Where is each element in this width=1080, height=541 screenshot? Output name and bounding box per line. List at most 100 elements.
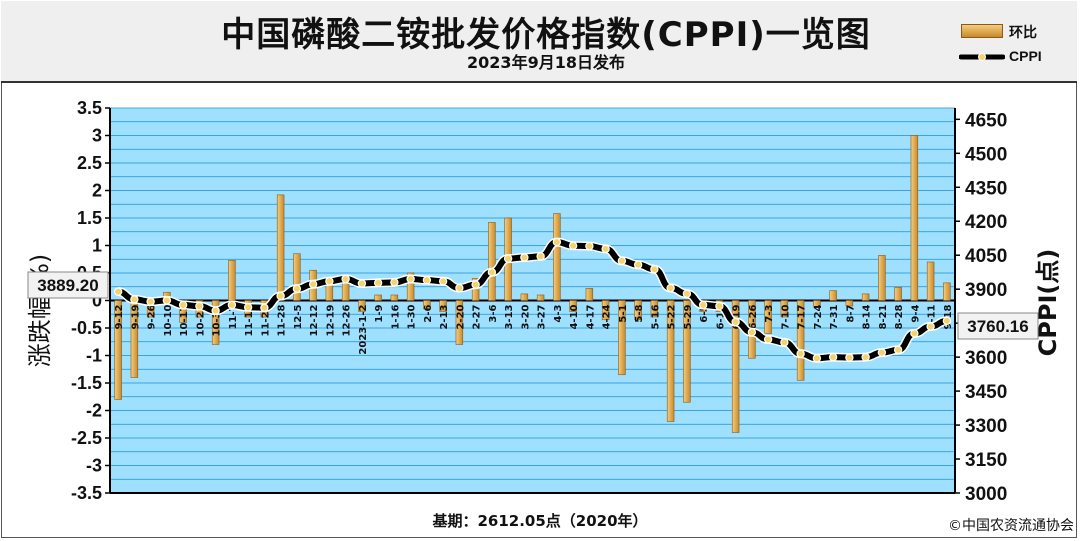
cppi-point — [682, 289, 692, 298]
right-tick-label: 3600 — [965, 348, 1007, 369]
cppi-point — [910, 329, 919, 338]
left-tick-label: 0 — [92, 291, 102, 311]
legend-item-bar: 环比 — [959, 21, 1077, 41]
cppi-point — [828, 352, 838, 362]
category-label: 6-26 — [748, 304, 759, 329]
category-label: 6-19 — [732, 304, 743, 329]
cppi-point — [942, 316, 952, 326]
left-tick-label: 3 — [92, 126, 102, 146]
category-label: 11-14 — [244, 304, 255, 336]
category-label: 10-10 — [163, 304, 174, 336]
right-tick-label: 3900 — [965, 280, 1007, 301]
left-tick-label: -1 — [86, 346, 102, 366]
left-tick-label: -2 — [86, 401, 102, 421]
bar — [423, 300, 431, 310]
legend-line-swatch — [959, 53, 1005, 61]
category-label: 4-17 — [585, 304, 596, 329]
header-band: 中国磷酸二铵批发价格指数(CPPI)一览图 2023年9月18日发布 环比 CP… — [1, 1, 1077, 83]
right-tick-label: 4500 — [965, 144, 1007, 165]
cppi-point — [633, 260, 643, 269]
bar — [796, 300, 805, 381]
annotation-box — [27, 271, 109, 299]
category-label: 1-30 — [407, 304, 418, 329]
bar — [943, 282, 951, 301]
category-label: 12-5 — [293, 304, 304, 329]
bar — [813, 300, 821, 308]
category-label: 12-26 — [342, 304, 353, 336]
cppi-point — [877, 348, 887, 357]
annotation-text: 3760.16 — [967, 317, 1028, 336]
category-label: 7-3 — [764, 304, 775, 322]
category-label: 5-22 — [667, 304, 678, 329]
category-label: 5-29 — [683, 304, 694, 329]
bar — [829, 290, 837, 301]
cppi-point — [455, 283, 464, 293]
category-label: 1-9 — [374, 304, 385, 322]
cppi-markers — [113, 237, 952, 363]
cppi-point — [503, 254, 513, 263]
bar — [293, 253, 301, 301]
category-label: 2-20 — [455, 304, 466, 329]
cppi-point — [731, 317, 740, 327]
cppi-point — [893, 345, 903, 355]
category-label: 2-6 — [423, 304, 434, 322]
bar — [455, 300, 464, 345]
cppi-point — [390, 278, 399, 287]
category-label: 10-31 — [212, 304, 223, 336]
bar — [731, 300, 740, 433]
bar — [585, 288, 594, 301]
category-label: 3-20 — [520, 304, 531, 329]
cppi-point — [812, 354, 822, 363]
left-tick-label: -0.5 — [71, 318, 102, 338]
cppi-point — [617, 256, 627, 266]
bar — [390, 294, 399, 301]
category-label: 5-8 — [634, 304, 645, 322]
cppi-point — [796, 349, 805, 358]
cppi-point — [260, 303, 269, 312]
category-label: 11-28 — [277, 304, 288, 336]
cppi-point — [471, 280, 480, 289]
left-tick-label: -1.5 — [71, 373, 102, 393]
chart-subtitle: 2023年9月18日发布 — [467, 53, 625, 72]
cppi-point — [211, 306, 220, 315]
right-tick-label: 4350 — [965, 178, 1007, 199]
last-value-annotation: 3760.16 — [957, 312, 1039, 340]
annotation-text: 3889.20 — [37, 276, 98, 295]
category-label: 10-17 — [179, 304, 190, 336]
right-axis-title: CPPI(点) — [1034, 249, 1062, 357]
category-label: 6-5 — [699, 304, 710, 322]
bar — [553, 213, 561, 301]
category-label: 8-14 — [862, 304, 873, 329]
cppi-point — [601, 244, 610, 254]
cppi-point — [357, 279, 367, 288]
left-tick-label: -2.5 — [71, 428, 102, 448]
bar — [878, 255, 886, 301]
category-label: 7-24 — [813, 304, 824, 329]
category-label: 1-16 — [390, 304, 401, 329]
cppi-point — [487, 267, 497, 277]
cppi-point — [698, 300, 708, 310]
first-value-annotation: 3889.20 — [27, 271, 109, 299]
bar — [764, 300, 772, 334]
cppi-point — [520, 253, 529, 262]
cppi-point — [438, 277, 448, 286]
cppi-point — [780, 338, 789, 347]
cppi-point — [276, 291, 285, 301]
left-tick-label: 1.5 — [77, 208, 102, 228]
category-label: 2-13 — [439, 304, 450, 329]
cppi-point — [650, 265, 659, 274]
category-label: 9-11 — [927, 304, 938, 329]
bar — [618, 300, 626, 376]
bar — [666, 300, 675, 422]
cppi-point — [666, 283, 675, 293]
bar — [211, 300, 220, 345]
legend-bar-label: 环比 — [1009, 24, 1037, 40]
category-label: 7-31 — [829, 304, 840, 329]
category-label: 5-1 — [618, 304, 629, 322]
bar — [569, 300, 577, 312]
bar — [634, 300, 642, 321]
bar — [520, 293, 529, 301]
cppi-point — [585, 241, 594, 251]
bar — [406, 272, 415, 301]
bar — [894, 286, 902, 301]
